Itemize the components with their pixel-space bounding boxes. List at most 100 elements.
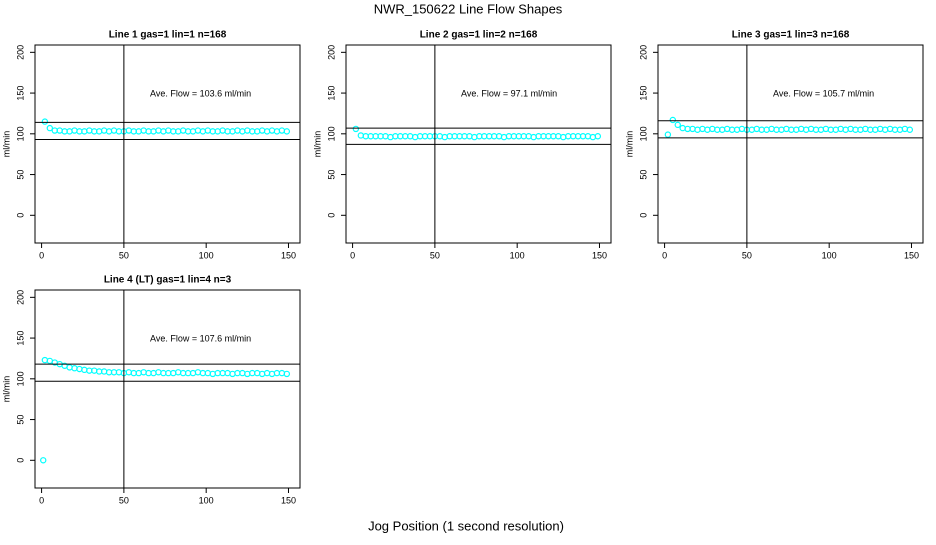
data-point — [273, 128, 281, 135]
data-point — [278, 127, 286, 134]
x-tick-label: 0 — [350, 250, 355, 260]
data-point — [258, 127, 266, 134]
y-tick-label: 0 — [638, 213, 648, 218]
annotation: Ave. Flow = 107.6 ml/min — [150, 333, 251, 343]
data-point — [86, 127, 93, 134]
data-point — [125, 369, 133, 376]
data-point — [165, 127, 172, 134]
x-tick-label: 50 — [430, 250, 440, 260]
x-tick-label: 0 — [662, 250, 667, 260]
y-tick-label: 150 — [15, 331, 25, 346]
data-point — [441, 133, 448, 141]
data-point — [589, 133, 597, 141]
data-point — [886, 125, 894, 133]
data-point — [179, 127, 187, 134]
data-point — [219, 127, 226, 134]
data-point — [530, 133, 537, 141]
data-point — [723, 125, 731, 133]
x-axis-label: Jog Position (1 second resolution) — [368, 518, 564, 533]
data-point — [847, 125, 854, 133]
x-tick-label: 100 — [510, 250, 525, 260]
data-point — [204, 127, 212, 134]
data-point — [283, 370, 291, 378]
y-tick-label: 150 — [326, 86, 336, 101]
x-tick-label: 100 — [199, 495, 214, 505]
data-point — [709, 125, 716, 133]
data-point — [594, 133, 602, 140]
y-axis-label: ml/min — [1, 131, 11, 158]
x-tick-label: 150 — [281, 250, 296, 260]
y-tick-label: 150 — [638, 86, 648, 101]
data-point — [268, 370, 276, 378]
y-tick-label: 200 — [326, 45, 336, 60]
data-point — [906, 126, 914, 133]
y-tick-label: 100 — [15, 371, 25, 386]
page-title: NWR_150622 Line Flow Shapes — [374, 1, 563, 16]
data-point — [263, 369, 271, 377]
y-axis-label: ml/min — [312, 131, 322, 158]
data-point — [244, 127, 251, 134]
data-point — [110, 127, 118, 134]
data-point — [258, 370, 266, 378]
data-point — [194, 369, 202, 376]
data-point — [199, 128, 207, 135]
data-point — [140, 127, 147, 134]
x-tick-label: 0 — [39, 250, 44, 260]
data-point — [244, 370, 251, 378]
plot-frame — [657, 44, 924, 244]
data-point — [357, 132, 365, 139]
data-point — [76, 365, 83, 373]
y-tick-label: 100 — [326, 126, 336, 141]
data-point — [263, 128, 271, 135]
data-point — [471, 133, 478, 141]
y-tick-label: 200 — [15, 290, 25, 305]
data-point — [125, 127, 133, 134]
data-point — [411, 133, 419, 141]
x-tick-label: 50 — [119, 495, 129, 505]
panel-title: Line 1 gas=1 lin=1 n=168 — [109, 30, 227, 41]
x-tick-label: 100 — [822, 250, 837, 260]
data-point — [674, 121, 681, 129]
data-point — [842, 126, 849, 133]
y-tick-label: 50 — [15, 415, 25, 425]
data-point — [738, 125, 746, 133]
data-point — [174, 369, 182, 376]
data-point — [783, 125, 790, 133]
data-point — [500, 133, 508, 141]
data-point — [753, 125, 760, 133]
data-point — [797, 125, 805, 133]
data-point — [679, 124, 686, 132]
y-tick-label: 200 — [15, 45, 25, 60]
x-tick-label: 50 — [742, 250, 752, 260]
plot-frame — [34, 289, 301, 489]
data-point — [283, 128, 291, 135]
plot-frame — [34, 44, 301, 244]
data-point — [100, 127, 108, 134]
data-point — [862, 125, 869, 133]
data-point — [802, 126, 810, 133]
y-axis-label: ml/min — [1, 376, 11, 403]
data-point — [387, 133, 394, 141]
data-point — [881, 126, 889, 133]
annotation: Ave. Flow = 103.6 ml/min — [150, 88, 251, 98]
data-point — [699, 125, 706, 133]
data-point — [194, 127, 202, 134]
plot-frame — [345, 44, 612, 244]
x-tick-label: 150 — [281, 495, 296, 505]
data-point — [209, 370, 216, 378]
y-tick-label: 200 — [638, 45, 648, 60]
data-point — [694, 126, 701, 133]
panel-title: Line 3 gas=1 lin=3 n=168 — [732, 30, 850, 41]
data-point — [41, 356, 49, 364]
x-tick-label: 150 — [904, 250, 919, 260]
y-tick-label: 100 — [638, 126, 648, 141]
data-point — [71, 365, 78, 372]
y-tick-label: 50 — [15, 170, 25, 180]
x-tick-label: 0 — [39, 495, 44, 505]
y-tick-label: 50 — [326, 170, 336, 180]
data-point — [877, 125, 884, 133]
data-point — [66, 364, 73, 371]
data-point — [352, 125, 360, 133]
data-point — [669, 116, 677, 124]
annotation: Ave. Flow = 97.1 ml/min — [461, 88, 557, 98]
